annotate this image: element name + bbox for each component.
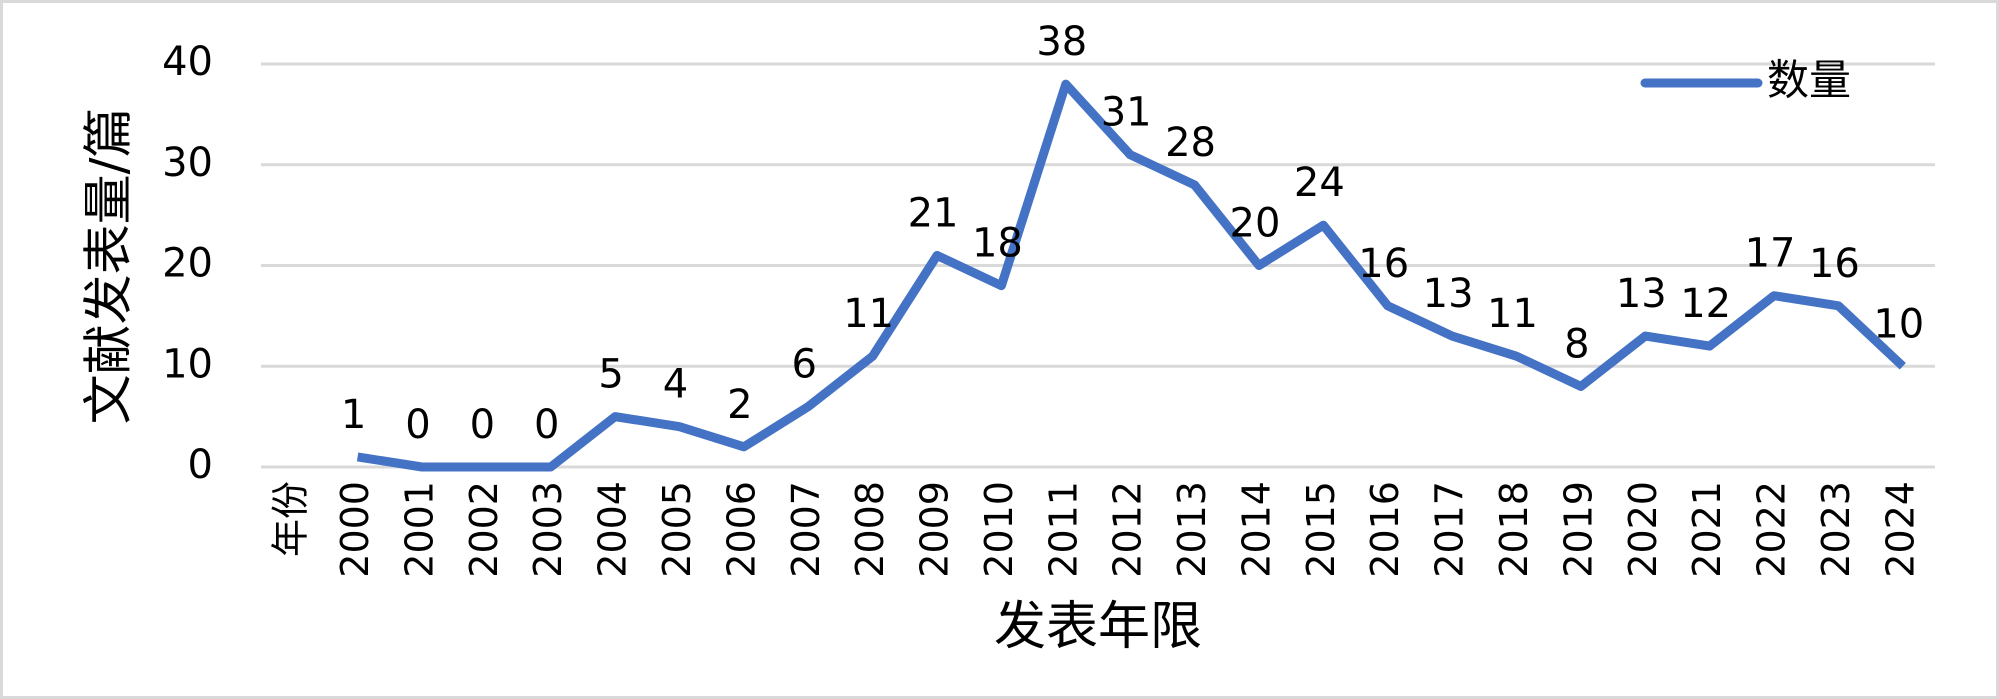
data-line bbox=[356, 79, 1906, 472]
x-tick-label: 年份 bbox=[269, 481, 313, 557]
x-tick-label: 2001 bbox=[397, 481, 441, 578]
legend-label: 数量 bbox=[1767, 56, 1851, 105]
y-axis-title: 文献发表量/篇 bbox=[80, 108, 138, 425]
x-tick-label: 2013 bbox=[1170, 481, 1214, 578]
data-label: 24 bbox=[1294, 160, 1345, 206]
x-tick-label: 2011 bbox=[1041, 481, 1085, 578]
data-label: 16 bbox=[1358, 241, 1409, 287]
data-label: 11 bbox=[843, 291, 894, 337]
y-tick-label: 0 bbox=[188, 442, 213, 488]
data-label: 17 bbox=[1745, 231, 1796, 277]
data-label: 21 bbox=[908, 190, 959, 236]
x-tick-label: 2015 bbox=[1299, 481, 1343, 578]
data-label: 20 bbox=[1230, 201, 1281, 247]
data-label: 31 bbox=[1101, 90, 1152, 136]
y-tick-label: 20 bbox=[162, 241, 213, 287]
x-tick-label: 2004 bbox=[591, 481, 635, 578]
x-tick-label: 2003 bbox=[526, 481, 570, 578]
x-tick-label: 2002 bbox=[462, 481, 506, 578]
x-tick-label: 2023 bbox=[1814, 481, 1858, 578]
x-tick-label: 2018 bbox=[1492, 481, 1536, 578]
data-label: 4 bbox=[663, 362, 688, 408]
data-label: 8 bbox=[1564, 321, 1589, 367]
data-label: 0 bbox=[534, 402, 559, 448]
x-tick-label: 2007 bbox=[784, 481, 828, 578]
y-tick-label: 30 bbox=[162, 140, 213, 186]
x-tick-label: 2024 bbox=[1878, 481, 1922, 578]
x-tick-label: 2012 bbox=[1106, 481, 1150, 578]
data-label: 28 bbox=[1165, 120, 1216, 166]
x-tick-label: 2010 bbox=[977, 481, 1021, 578]
y-tick-label: 10 bbox=[162, 341, 213, 387]
data-label: 10 bbox=[1873, 301, 1924, 347]
data-label: 13 bbox=[1423, 271, 1474, 317]
data-label: 38 bbox=[1036, 19, 1087, 65]
x-tick-label: 2020 bbox=[1621, 481, 1665, 578]
data-label: 0 bbox=[470, 402, 495, 448]
y-tick-label: 40 bbox=[162, 39, 213, 85]
x-tick-label: 2017 bbox=[1428, 481, 1472, 578]
data-label: 18 bbox=[972, 221, 1023, 267]
x-tick-label: 2008 bbox=[848, 481, 892, 578]
x-tick-label: 2016 bbox=[1363, 481, 1407, 578]
x-tick-label: 2022 bbox=[1750, 481, 1794, 578]
data-label: 13 bbox=[1616, 271, 1667, 317]
data-label: 11 bbox=[1487, 291, 1538, 337]
x-tick-label: 2005 bbox=[655, 481, 699, 578]
data-label: 0 bbox=[405, 402, 430, 448]
x-tick-label: 2006 bbox=[719, 481, 763, 578]
x-tick-label: 2000 bbox=[333, 481, 377, 578]
x-tick-label: 2009 bbox=[913, 481, 957, 578]
x-tick-label: 2019 bbox=[1556, 481, 1600, 578]
data-label: 12 bbox=[1680, 281, 1731, 327]
data-label: 5 bbox=[598, 352, 623, 398]
x-axis-title: 发表年限 bbox=[994, 597, 1202, 657]
x-tick-label: 2014 bbox=[1234, 481, 1278, 578]
data-label: 1 bbox=[341, 392, 366, 438]
x-tick-label: 2021 bbox=[1685, 481, 1729, 578]
data-label: 16 bbox=[1809, 241, 1860, 287]
data-label: 6 bbox=[792, 342, 817, 388]
data-label: 2 bbox=[727, 382, 752, 428]
